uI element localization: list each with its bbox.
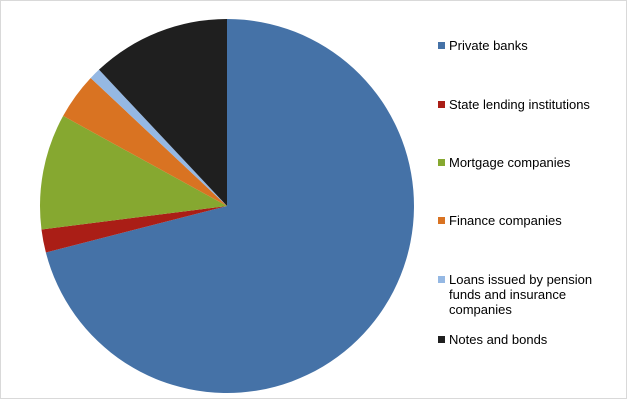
- legend-swatch-state-lending: [438, 101, 445, 108]
- legend-item-finance: Finance companies: [438, 213, 562, 228]
- legend-item-private-banks: Private banks: [438, 38, 528, 53]
- pie-slice-private-banks: [45, 19, 414, 393]
- legend-item-state-lending: State lending institutions: [438, 97, 590, 112]
- legend-label-finance: Finance companies: [449, 213, 562, 228]
- legend-label-mortgage: Mortgage companies: [449, 155, 571, 170]
- pie-slice-state-lending-institutions: [41, 206, 227, 253]
- legend-item-pension-insurance: Loans issued by pension funds and insura…: [438, 272, 609, 317]
- pie-slice-finance-companies: [63, 77, 227, 207]
- pie-slice-notes-and-bonds: [98, 19, 228, 206]
- legend-swatch-private-banks: [438, 42, 445, 49]
- legend-label-private-banks: Private banks: [449, 38, 528, 53]
- pie-slice-loans-issued-by-pension-funds-and-insurance-companies: [90, 69, 228, 207]
- legend-label-state-lending: State lending institutions: [449, 97, 590, 112]
- legend-item-notes-bonds: Notes and bonds: [438, 332, 547, 347]
- pie-slice-mortgage-companies: [39, 115, 228, 230]
- legend-item-mortgage: Mortgage companies: [438, 155, 570, 170]
- legend-swatch-pension-insurance: [438, 276, 445, 283]
- legend-swatch-mortgage: [438, 159, 445, 166]
- legend-swatch-finance: [438, 217, 445, 224]
- legend-label-notes-bonds: Notes and bonds: [449, 332, 548, 347]
- legend-swatch-notes-bonds: [438, 336, 445, 343]
- legend-label-pension-insurance: Loans issued by pension funds and insura…: [449, 272, 593, 317]
